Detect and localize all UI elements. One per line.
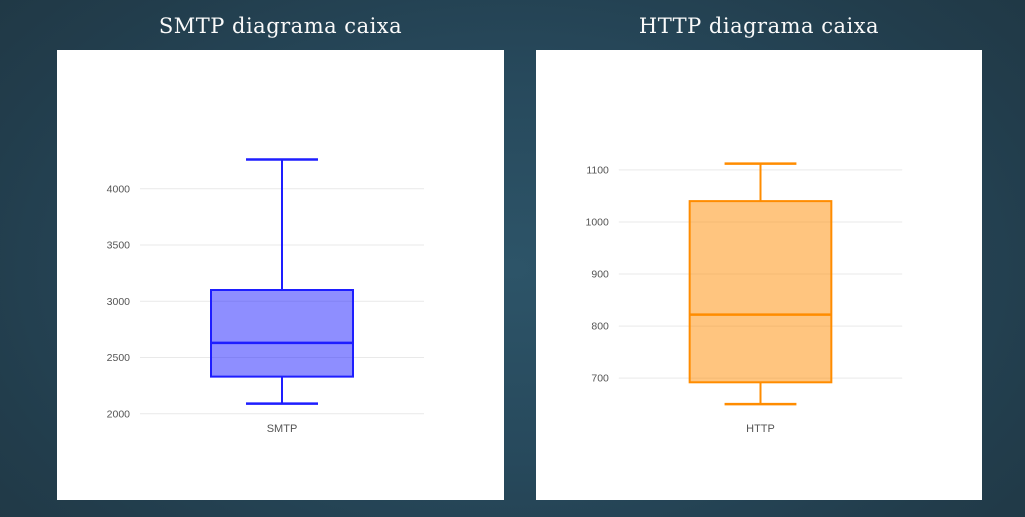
iqr-box <box>688 200 833 384</box>
x-category-label: SMTP <box>267 423 298 435</box>
smtp-chart-title: SMTP diagrama caixa <box>158 14 403 38</box>
smtp-boxplot: 2000 2500 3000 3500 4000 SMTP <box>107 158 424 435</box>
http-boxplot: 700 800 900 1000 1100 HTTP <box>586 162 903 435</box>
y-tick-label: 3000 <box>107 296 131 308</box>
y-tick-label: 2000 <box>107 408 131 420</box>
y-tick-label: 700 <box>591 374 609 385</box>
y-tick-label: 3500 <box>107 240 131 252</box>
y-tick-label: 4000 <box>107 183 131 195</box>
y-tick-label: 2500 <box>107 352 131 364</box>
iqr-box <box>210 289 354 378</box>
y-tick-label: 900 <box>591 269 609 280</box>
x-category-label: HTTP <box>746 423 775 435</box>
y-tick-label: 1100 <box>586 165 609 176</box>
smtp-chart-panel: 2000 2500 3000 3500 4000 SMTP <box>57 50 504 500</box>
y-tick-label: 1000 <box>586 217 609 228</box>
http-chart-title: HTTP diagrama caixa <box>638 14 880 38</box>
http-chart-panel: 700 800 900 1000 1100 HTTP <box>536 50 982 500</box>
y-tick-label: 800 <box>591 322 609 333</box>
